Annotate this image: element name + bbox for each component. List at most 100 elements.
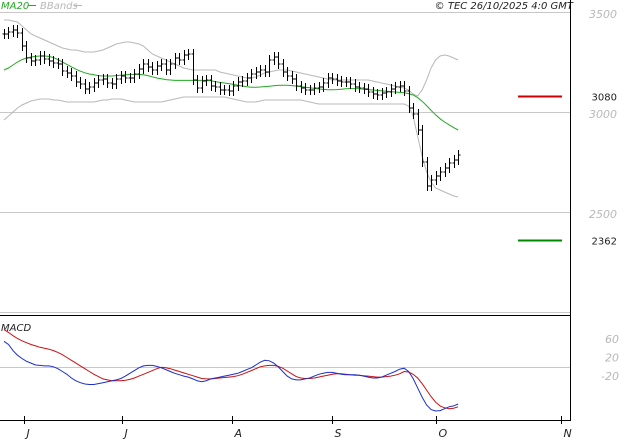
price-bar [195, 75, 200, 93]
copyright: © TEC 26/10/2025 4:0 GMT [435, 1, 574, 12]
price-bar [339, 76, 344, 87]
bbands-upper-line [4, 19, 459, 97]
x-axis-tick: O [436, 416, 448, 440]
support-level: 2362 [518, 237, 617, 248]
price-bar [173, 53, 178, 69]
price-bar [303, 83, 308, 95]
price-bar [384, 87, 389, 98]
price-bar [348, 77, 353, 89]
price-bar [92, 78, 97, 92]
price-bar [290, 71, 295, 84]
price-bar [276, 52, 281, 69]
price-bar [15, 25, 20, 38]
price-bar [11, 25, 16, 37]
price-bar [380, 88, 385, 100]
price-bar [2, 29, 7, 39]
price-bar [29, 53, 34, 66]
price-bar [60, 59, 65, 76]
price-bar [204, 75, 209, 86]
price-bar [366, 84, 371, 97]
price-bar [56, 58, 61, 69]
x-axis-tick-label: O [439, 427, 448, 440]
resistance-level: 3080 [518, 93, 617, 104]
price-bar [227, 85, 232, 96]
macd-line [3, 340, 459, 412]
price-bar [425, 157, 430, 191]
price-bar [6, 27, 11, 39]
price-bar [47, 54, 52, 66]
macd-y-tick-label: 60 [605, 333, 619, 346]
macd-y-ticks: 60 20 -20 [601, 333, 619, 383]
price-bar [263, 65, 268, 77]
price-bar [33, 55, 38, 66]
price-levels: 3080 2362 [518, 93, 617, 248]
price-bar [191, 49, 196, 85]
price-y-ticks: 3500 3000 2500 [589, 8, 617, 221]
legend-ma20-label: MA20 [1, 1, 29, 12]
price-bar [218, 82, 223, 95]
price-bar [123, 71, 128, 83]
price-bar [312, 83, 317, 95]
x-axis-tick: S [332, 416, 342, 440]
price-bar [137, 64, 142, 79]
price-bar [294, 74, 299, 91]
x-axis-tick: N [561, 416, 572, 440]
price-bar [177, 53, 182, 65]
price-bar [132, 69, 137, 83]
price-bar [105, 74, 110, 88]
price-bar [69, 68, 74, 81]
price-bar [164, 59, 169, 75]
x-axis-tick-label: J [25, 427, 30, 440]
price-bar [335, 74, 340, 86]
price-bar [434, 171, 439, 185]
price-bar [83, 79, 88, 94]
price-bar [447, 158, 452, 173]
price-bar [209, 75, 214, 91]
price-bar [150, 62, 155, 75]
price-bar [317, 82, 322, 93]
price-bars [2, 25, 461, 191]
price-bar [240, 76, 245, 87]
price-bar [429, 175, 434, 191]
price-bar [402, 81, 407, 96]
price-bar [357, 82, 362, 93]
price-bar [371, 87, 376, 99]
x-axis-tick-label: A [234, 427, 243, 440]
price-bar [20, 28, 25, 51]
legend-bbands-label: BBands [40, 1, 78, 12]
price-bar [393, 82, 398, 94]
price-panel: 3500 3000 2500 3080 2362 [0, 8, 617, 313]
x-axis-tick-label: N [564, 427, 572, 440]
price-bar [375, 89, 380, 100]
price-bar [51, 56, 56, 68]
price-bar [285, 67, 290, 81]
price-bar [254, 67, 259, 79]
price-y-tick-label: 2500 [589, 208, 617, 221]
price-bar [141, 59, 146, 74]
price-bar [42, 51, 47, 64]
bbands-lower-line [3, 96, 459, 198]
macd-label: MACD [1, 323, 31, 334]
price-gridlines [0, 12, 570, 313]
price-bar [344, 77, 349, 87]
x-axis-tick-label: S [335, 427, 342, 440]
macd-signal-line [3, 329, 459, 410]
x-axis-tick: J [24, 416, 30, 440]
price-bar [258, 65, 263, 77]
price-bar [362, 83, 367, 94]
price-bar [65, 66, 70, 78]
price-bar [168, 59, 173, 75]
price-bar [398, 81, 403, 92]
price-bar [267, 55, 272, 77]
price-bar [38, 51, 43, 65]
price-bar [321, 78, 326, 92]
price-bar [326, 73, 331, 88]
price-bar [299, 81, 304, 93]
x-axis-tick: J [122, 416, 128, 440]
price-bar [249, 69, 254, 83]
price-bar [353, 79, 358, 92]
price-bar [200, 76, 205, 93]
price-bar [452, 155, 457, 168]
price-bar [281, 59, 286, 77]
